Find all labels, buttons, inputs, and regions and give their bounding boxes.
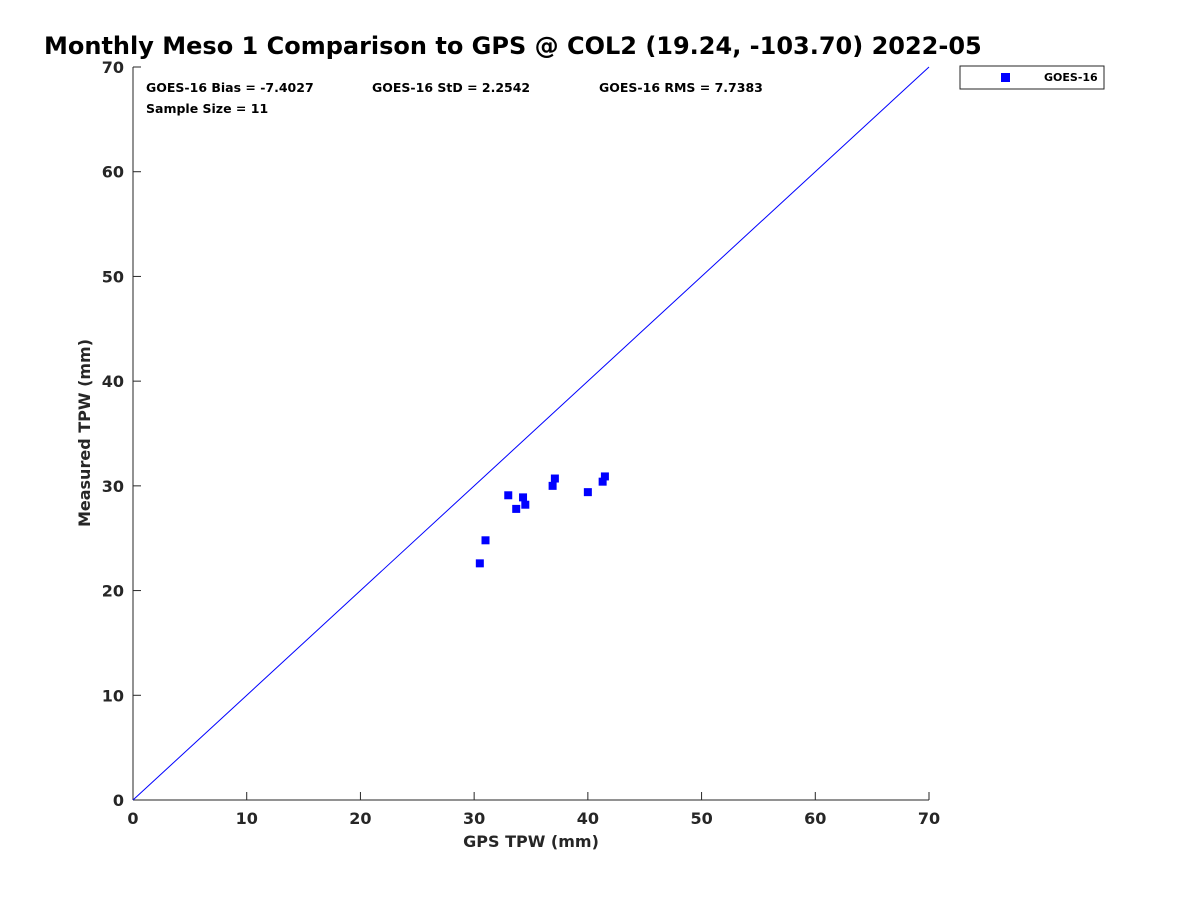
x-tick-label: 70: [918, 809, 940, 828]
x-tick-label: 50: [690, 809, 712, 828]
y-tick-label: 60: [102, 163, 124, 182]
y-tick-label: 20: [102, 582, 124, 601]
stat-bias: GOES-16 Bias = -7.4027: [146, 80, 314, 95]
y-axis-ticks: 0 10 20 30 40 50 60 70: [102, 58, 141, 810]
stat-std: GOES-16 StD = 2.2542: [372, 80, 530, 95]
data-point: [550, 474, 559, 483]
data-point: [548, 481, 557, 490]
stat-rms: GOES-16 RMS = 7.7383: [599, 80, 763, 95]
data-point: [475, 559, 484, 568]
x-tick-label: 0: [127, 809, 138, 828]
y-tick-label: 40: [102, 372, 124, 391]
legend-label: GOES-16: [1044, 71, 1098, 84]
x-tick-label: 30: [463, 809, 485, 828]
y-axis-label: Measured TPW (mm): [75, 339, 94, 527]
x-tick-label: 60: [804, 809, 826, 828]
legend: GOES-16: [959, 65, 1105, 90]
data-point: [512, 504, 521, 513]
stat-sample-size: Sample Size = 11: [146, 101, 268, 116]
data-point: [598, 477, 607, 486]
x-axis-label: GPS TPW (mm): [463, 832, 599, 851]
y-tick-label: 0: [113, 791, 124, 810]
x-axis-ticks: 0 10 20 30 40 50 60 70: [127, 792, 940, 828]
x-tick-label: 10: [236, 809, 258, 828]
data-point: [519, 493, 528, 502]
data-points: [475, 472, 609, 568]
y-tick-label: 70: [102, 58, 124, 77]
y-tick-label: 30: [102, 477, 124, 496]
data-point: [481, 536, 490, 545]
data-point: [504, 491, 513, 500]
legend-box: [959, 65, 1105, 90]
y-tick-label: 10: [102, 686, 124, 705]
one-to-one-reference-line: [132, 66, 930, 801]
chart-title: Monthly Meso 1 Comparison to GPS @ COL2 …: [44, 32, 982, 60]
x-tick-label: 20: [349, 809, 371, 828]
legend-marker-square-icon: [1001, 73, 1010, 82]
y-tick-label: 50: [102, 267, 124, 286]
x-tick-label: 40: [577, 809, 599, 828]
data-point: [600, 472, 609, 481]
data-point: [583, 488, 592, 497]
data-point: [521, 500, 530, 509]
plot-area: 0 10 20 30 40 50 60 70 0 10 20 30 40 50 60 70: [102, 58, 940, 828]
